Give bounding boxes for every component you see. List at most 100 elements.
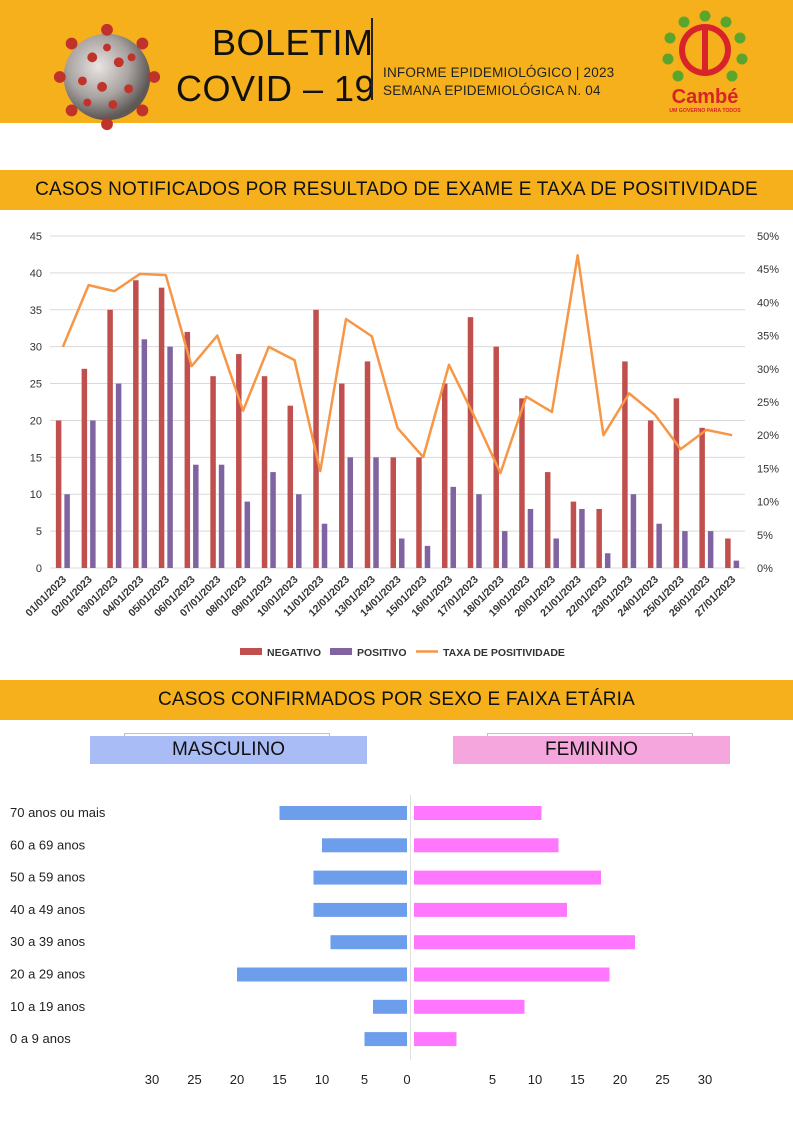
legend-label: POSITIVO <box>357 647 407 659</box>
coronavirus-icon <box>53 23 161 131</box>
x-tick-label-left: 10 <box>315 1072 329 1087</box>
x-tick-label-right: 10 <box>528 1072 542 1087</box>
y-right-tick-label: 10% <box>757 497 779 509</box>
bar-positivo <box>270 472 276 568</box>
legend-swatch <box>240 648 262 655</box>
report-subtitle-1: INFORME EPIDEMIOLÓGICO | 2023 <box>383 65 615 80</box>
x-tick-label-left: 20 <box>230 1072 244 1087</box>
bar-negativo <box>544 472 551 568</box>
y-right-tick-label: 15% <box>757 463 779 475</box>
bar-negativo <box>596 508 602 568</box>
masculino-label: MASCULINO <box>90 736 367 764</box>
bar-positivo <box>193 464 199 568</box>
y-right-tick-label: 50% <box>757 231 779 243</box>
bar-feminino <box>414 838 559 853</box>
bar-positivo <box>501 531 508 568</box>
y-right-tick-label: 35% <box>757 331 779 343</box>
cambe-logo: Cambé UM GOVERNO PARA TODOS <box>662 10 748 114</box>
bar-positivo <box>141 339 148 568</box>
age-group-label: 60 a 69 anos <box>10 837 86 852</box>
logo-tagline: UM GOVERNO PARA TODOS <box>669 108 741 114</box>
y-left-tick-label: 15 <box>30 452 42 464</box>
bar-positivo <box>115 383 122 568</box>
bar-positivo <box>656 523 662 568</box>
bulletin-title-line1: BOLETIM <box>212 22 374 63</box>
bar-feminino <box>414 967 610 982</box>
bar-negativo <box>416 457 422 568</box>
bar-positivo <box>244 501 251 568</box>
bar-masculino <box>373 999 407 1014</box>
bar-negativo <box>519 398 525 568</box>
bar-positivo <box>424 545 431 568</box>
bar-negativo <box>81 368 88 568</box>
bar-negativo <box>339 383 345 568</box>
bar-positivo <box>630 494 637 568</box>
bar-negativo <box>725 538 731 568</box>
bar-negativo <box>364 361 371 568</box>
chart1-title: CASOS NOTIFICADOS POR RESULTADO DE EXAME… <box>0 170 793 210</box>
x-tick-label-left: 30 <box>145 1072 159 1087</box>
bar-negativo <box>699 427 705 568</box>
bar-positivo <box>682 531 688 568</box>
bar-positivo <box>296 494 302 568</box>
x-tick-label-right: 30 <box>698 1072 712 1087</box>
x-tick-label-right: 15 <box>570 1072 584 1087</box>
bar-negativo <box>55 420 62 568</box>
bar-negativo <box>287 405 294 568</box>
age-group-label: 10 a 19 anos <box>10 999 86 1014</box>
logo-wordmark: Cambé <box>672 86 739 108</box>
y-left-tick-label: 0 <box>36 563 42 575</box>
bar-negativo <box>441 383 448 568</box>
bar-masculino <box>237 967 407 982</box>
bar-masculino <box>322 838 407 853</box>
bar-negativo <box>390 457 396 568</box>
legend-label: TAXA DE POSITIVIDADE <box>443 647 565 659</box>
bar-feminino <box>414 870 601 885</box>
y-left-tick-label: 5 <box>36 526 42 538</box>
age-group-label: 50 a 59 anos <box>10 870 86 885</box>
bar-feminino <box>414 1032 457 1047</box>
chart2-title: CASOS CONFIRMADOS POR SEXO E FAIXA ETÁRI… <box>0 680 793 720</box>
y-left-tick-label: 25 <box>30 379 42 391</box>
y-left-tick-label: 30 <box>30 342 42 354</box>
y-right-tick-label: 30% <box>757 364 779 376</box>
bar-positivo <box>90 420 96 568</box>
age-group-label: 30 a 39 anos <box>10 934 86 949</box>
bar-masculino <box>313 902 407 917</box>
bar-positivo <box>527 508 534 568</box>
bar-negativo <box>158 287 165 568</box>
bulletin-title-line2: COVID – 19 <box>176 68 376 109</box>
x-tick-label-left: 15 <box>272 1072 286 1087</box>
y-right-tick-label: 20% <box>757 430 779 442</box>
bar-masculino <box>313 870 407 885</box>
x-tick-label-right: 25 <box>655 1072 669 1087</box>
bar-negativo <box>493 346 499 568</box>
bar-negativo <box>261 376 268 568</box>
age-group-label: 20 a 29 anos <box>10 967 86 982</box>
y-right-tick-label: 25% <box>757 397 779 409</box>
age-group-label: 70 anos ou mais <box>10 805 106 820</box>
bar-positivo <box>373 457 379 568</box>
y-right-tick-label: 40% <box>757 297 779 309</box>
bar-positivo <box>218 464 225 568</box>
y-left-tick-label: 40 <box>30 268 42 280</box>
chart2-butterfly-chart: 70 anos ou mais 60 a 69 anos 50 a 59 anos 4… <box>10 795 712 1087</box>
bar-positivo <box>733 560 740 568</box>
bar-masculino <box>330 935 407 950</box>
bar-feminino <box>414 806 542 820</box>
y-right-tick-label: 0% <box>757 563 773 575</box>
bar-positivo <box>167 346 173 568</box>
bar-positivo <box>450 486 456 568</box>
header-divider <box>371 18 373 100</box>
age-group-label: 0 a 9 anos <box>10 1031 71 1046</box>
bar-negativo <box>236 354 242 568</box>
y-left-tick-label: 20 <box>30 415 42 427</box>
y-left-tick-label: 10 <box>30 489 42 501</box>
line-taxa-positividade <box>61 254 733 475</box>
bar-positivo <box>321 523 328 568</box>
bar-negativo <box>210 376 216 568</box>
chart1-combo-chart: 0 5 10 15 20 25 30 35 40 45 0% 5% 10% 15% 20% 25% 30% 35%… <box>23 231 779 659</box>
bar-negativo <box>467 317 474 568</box>
x-tick-label-right: 20 <box>613 1072 627 1087</box>
y-left-tick-label: 45 <box>30 231 42 243</box>
